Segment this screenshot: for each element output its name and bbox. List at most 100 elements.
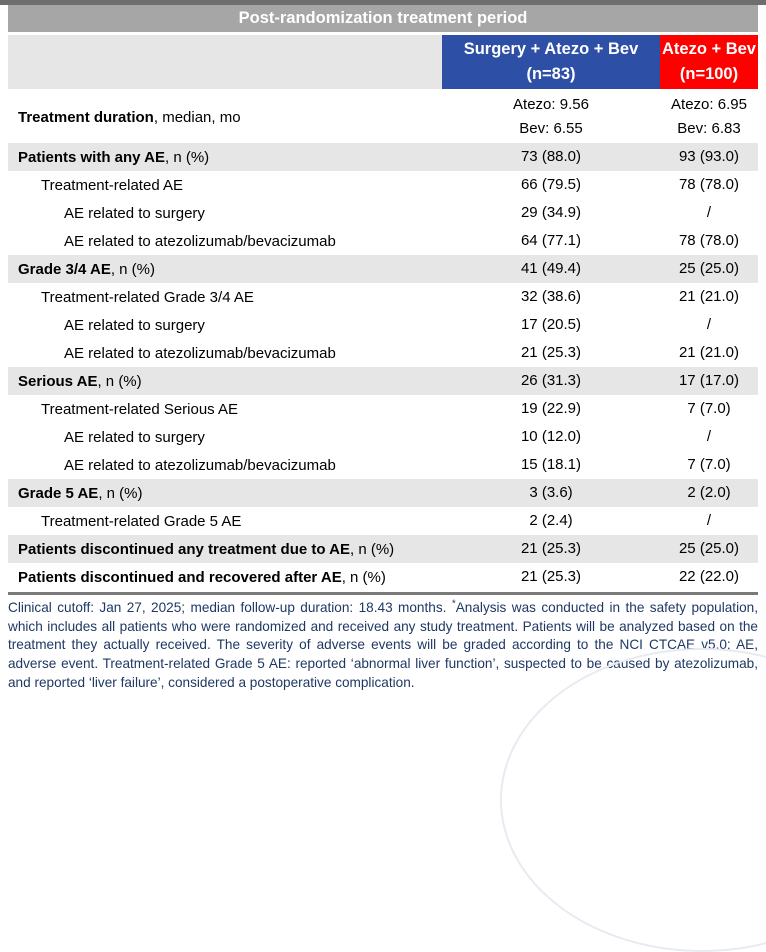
table-row: Patients discontinued any treatment due … [8,535,758,563]
row-label-rest: , n (%) [98,484,143,502]
row-value-col2: 21 (21.0) [678,288,740,305]
row-label-bold: Grade 5 AE [18,484,99,502]
row-value-col1: 3 (3.6) [529,484,573,501]
row-label: Treatment-related AE [8,177,442,194]
row-value-col1: 15 (18.1) [520,456,582,473]
table-body: Treatment duration, median, mo Atezo: 9.5… [8,91,758,591]
row-label-rest: AE related to surgery [64,428,205,446]
header-col1-line1: Surgery + Atezo + Bev [463,40,639,58]
row-label-rest: AE related to surgery [64,316,205,334]
row-label: AE related to atezolizumab/bevacizumab [8,233,442,250]
row-label: Treatment-related Serious AE [8,401,442,418]
row-label: Treatment-related Grade 5 AE [8,513,442,530]
row-label-rest: , n (%) [164,148,210,166]
row-value-col2: 22 (22.0) [678,568,740,585]
row-label: AE related to atezolizumab/bevacizumab [8,345,442,362]
row-label: Treatment duration, median, mo [8,109,442,126]
row-label: AE related to atezolizumab/bevacizumab [8,457,442,474]
row-value-col1: Atezo: 9.56 Bev: 6.55 [442,93,660,141]
header-col2-line1: Atezo + Bev [662,40,756,58]
table-row: Patients with any AE, n (%) 73 (88.0) 93 (… [8,143,758,171]
row-value-col1: 2 (2.4) [529,512,573,529]
row-label-bold: Patients discontinued any treatment due … [18,540,350,558]
row-label-rest: AE related to atezolizumab/bevacizumab [64,344,336,362]
row-label-bold: Patients discontinued and recovered afte… [18,568,342,586]
row-value-col2: / [706,512,712,529]
table-row: Grade 5 AE, n (%) 3 (3.6) 2 (2.0) [8,479,758,507]
row-value-line: Atezo: 6.95 [671,96,747,113]
footnote-asterisk: * [451,598,456,610]
row-value-col1: 26 (31.3) [520,372,582,389]
row-label-bold: Serious AE [18,372,98,390]
row-value-col1: 21 (25.3) [520,568,582,585]
row-value-col2: 25 (25.0) [678,540,740,557]
row-label: AE related to surgery [8,317,442,334]
table-row: AE related to surgery 29 (34.9) / [8,199,758,227]
table-row: Treatment-related AE 66 (79.5) 78 (78.0) [8,171,758,199]
table-bottom-border [8,592,758,595]
row-label-bold: Treatment duration [18,108,154,126]
row-label: Patients with any AE, n (%) [8,149,442,166]
table-row: AE related to surgery 17 (20.5) / [8,311,758,339]
header-empty-cell [8,35,442,89]
table-title: Post-randomization treatment period [8,5,758,32]
row-label: Patients discontinued any treatment due … [8,541,442,558]
table-row: Treatment-related Grade 3/4 AE 32 (38.6) 2… [8,283,758,311]
header-col-atezo-bev: Atezo + Bev (n=100) [660,35,758,89]
table-row: Serious AE, n (%) 26 (31.3) 17 (17.0) [8,367,758,395]
row-value-col1: 32 (38.6) [520,288,582,305]
row-value-col2: 25 (25.0) [678,260,740,277]
table-row: Grade 3/4 AE, n (%) 41 (49.4) 25 (25.0) [8,255,758,283]
table-row: Treatment-related Serious AE 19 (22.9) 7 (… [8,395,758,423]
header-col2-line2: (n=100) [679,65,739,83]
row-value-col2: 78 (78.0) [678,232,740,249]
row-value-col2: / [706,316,712,333]
row-label: Serious AE, n (%) [8,373,442,390]
row-label-rest: Treatment-related Grade 5 AE [41,512,242,530]
row-value-line: Bev: 6.83 [677,120,741,137]
row-label-rest: , n (%) [341,568,386,586]
row-value-col1: 21 (25.3) [520,540,582,557]
row-value-col1: 19 (22.9) [520,400,582,417]
row-value-col2: / [706,428,712,445]
row-label-bold: Patients with any AE [18,148,165,166]
table-row: Patients discontinued and recovered afte… [8,563,758,591]
row-label-rest: AE related to surgery [64,204,205,222]
table-row: AE related to atezolizumab/bevacizumab 21… [8,339,758,367]
row-label-rest: AE related to atezolizumab/bevacizumab [64,456,336,474]
row-value-col1: 10 (12.0) [520,428,582,445]
row-value-col2: 21 (21.0) [678,344,740,361]
row-label-rest: Treatment-related Grade 3/4 AE [41,288,254,306]
row-label: Patients discontinued and recovered afte… [8,569,442,586]
row-value-col2: 7 (7.0) [687,456,731,473]
row-label-rest: , n (%) [97,372,142,390]
row-label-rest: Treatment-related Serious AE [41,400,239,418]
row-value-col2: 17 (17.0) [678,372,740,389]
row-value-col2: Atezo: 6.95 Bev: 6.83 [660,93,758,141]
row-value-col2: 93 (93.0) [678,148,740,165]
row-label-rest: AE related to atezolizumab/bevacizumab [64,232,336,250]
row-value-col2: 7 (7.0) [687,400,731,417]
row-label: Treatment-related Grade 3/4 AE [8,289,442,306]
table-row: Treatment-related Grade 5 AE 2 (2.4) / [8,507,758,535]
row-value-col1: 64 (77.1) [520,232,582,249]
top-strip [0,0,766,5]
row-label: Grade 3/4 AE, n (%) [8,261,442,278]
row-label-rest: , n (%) [350,540,395,558]
row-value-col1: 41 (49.4) [520,260,582,277]
table-header-row: Surgery + Atezo + Bev (n=83) Atezo + Bev… [8,35,758,89]
row-label: AE related to surgery [8,429,442,446]
ae-summary-table: Post-randomization treatment period Surg… [8,5,758,595]
row-value-line: Atezo: 9.56 [513,96,589,113]
row-value-col2: / [706,204,712,221]
row-value-line: Bev: 6.55 [519,120,583,137]
footnote-part1: Clinical cutoff: Jan 27, 2025; median fo… [8,600,452,615]
header-col-surgery-atezo-bev: Surgery + Atezo + Bev (n=83) [442,35,660,89]
table-row: Treatment duration, median, mo Atezo: 9.5… [8,91,758,143]
row-value-col1: 29 (34.9) [520,204,582,221]
footnote: Clinical cutoff: Jan 27, 2025; median fo… [8,599,758,693]
table-row: AE related to atezolizumab/bevacizumab 64… [8,227,758,255]
row-label-rest: , median, mo [153,108,241,126]
row-value-col1: 66 (79.5) [520,176,582,193]
row-value-col1: 73 (88.0) [520,148,582,165]
